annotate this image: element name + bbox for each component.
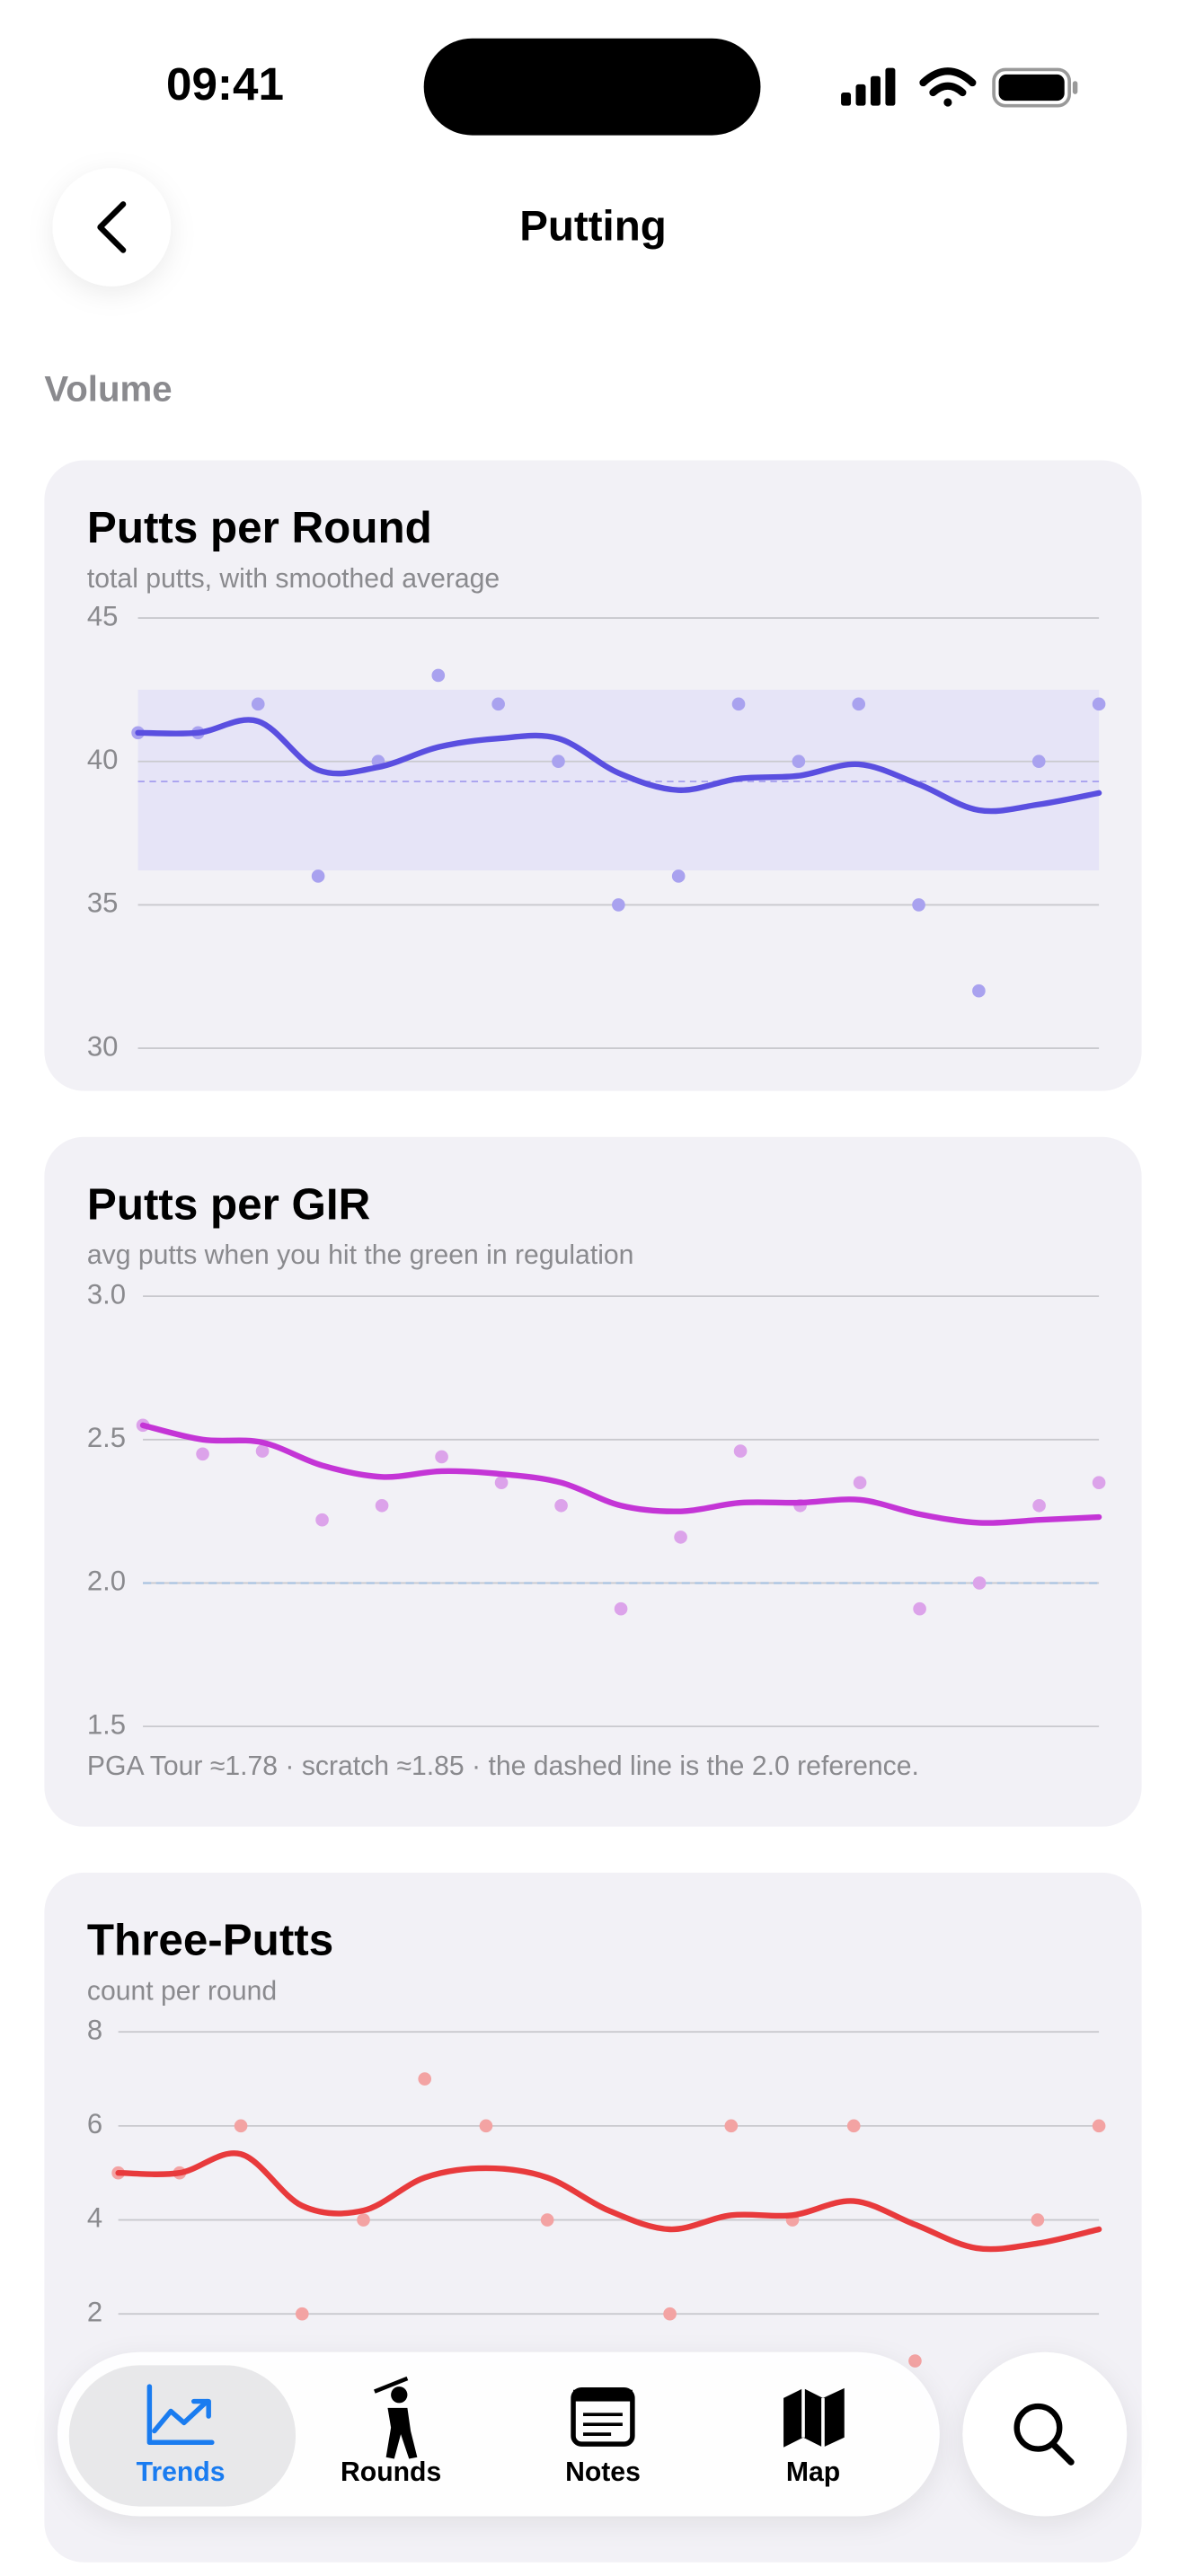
y-tick-label: 2.5	[87, 1422, 126, 1453]
data-point	[315, 1513, 329, 1527]
y-tick-label: 30	[87, 1030, 119, 1062]
tab-label[interactable]: Trends	[137, 2457, 226, 2487]
battery-icon	[992, 67, 1078, 108]
data-point	[234, 2119, 248, 2133]
tab-label[interactable]: Map	[786, 2457, 840, 2487]
data-point	[663, 2307, 677, 2321]
signal-icon	[841, 67, 896, 106]
data-point	[375, 1498, 389, 1513]
y-tick-label: 2.0	[87, 1566, 126, 1597]
tab-bar: Trends Rounds Notes Map	[57, 2351, 1128, 2517]
chart-title: Three-Putts	[87, 1916, 333, 1965]
data-point	[311, 869, 325, 883]
wifi-icon	[919, 67, 977, 107]
data-point	[1092, 2119, 1106, 2133]
data-point	[357, 2213, 370, 2227]
data-point	[671, 869, 686, 883]
data-point	[491, 697, 505, 711]
data-point	[908, 2354, 922, 2368]
data-point	[540, 2213, 554, 2227]
search-icon	[1013, 2403, 1063, 2452]
data-point	[295, 2307, 309, 2321]
section-title: Volume	[44, 368, 172, 409]
map-icon-folds	[801, 2387, 825, 2448]
y-tick-label: 1.5	[87, 1708, 126, 1740]
cards: Putts per Round total putts, with smoothe…	[44, 460, 1142, 2563]
data-point	[255, 1444, 270, 1458]
data-point	[972, 984, 986, 998]
clock: 09:41	[166, 58, 284, 110]
chart-title: Putts per GIR	[87, 1179, 370, 1229]
y-tick-label: 40	[87, 744, 119, 775]
map-icon	[783, 2387, 845, 2448]
y-tick-label: 3.0	[87, 1278, 126, 1310]
tab-label[interactable]: Rounds	[341, 2457, 441, 2487]
y-tick-label: 45	[87, 600, 119, 631]
data-point	[554, 1498, 568, 1513]
y-tick-label: 35	[87, 887, 119, 919]
chart-note: PGA Tour ≈1.78 · scratch ≈1.85 · the das…	[87, 1751, 919, 1781]
data-point	[196, 1447, 209, 1461]
data-point	[912, 898, 925, 912]
tab-label[interactable]: Notes	[565, 2457, 641, 2487]
chart-card: Putts per GIR avg putts when you hit the …	[44, 1136, 1142, 1827]
data-point	[431, 668, 446, 683]
back-chevron	[97, 201, 127, 253]
y-tick-label: 2	[87, 2296, 102, 2327]
data-point	[494, 1476, 509, 1490]
y-tick-label: 6	[87, 2108, 102, 2139]
data-point	[612, 898, 625, 912]
back-button[interactable]	[52, 168, 172, 287]
trend-line	[135, 717, 1102, 815]
data-point	[1031, 754, 1046, 769]
data-point	[1032, 1498, 1046, 1513]
data-point	[1031, 2213, 1045, 2227]
trend-line	[115, 2150, 1102, 2253]
y-tick-label: 4	[87, 2202, 102, 2234]
data-point	[972, 1576, 987, 1590]
nav-title: Putting	[519, 202, 667, 250]
chart-subtitle: count per round	[87, 1976, 277, 2006]
data-point	[792, 754, 806, 769]
data-point	[614, 1601, 628, 1616]
data-point	[913, 1601, 926, 1616]
data-point	[418, 2072, 432, 2086]
chart-title: Putts per Round	[87, 503, 432, 552]
rounds-icon	[373, 2376, 418, 2459]
data-point	[724, 2119, 739, 2133]
data-point	[853, 1476, 867, 1490]
y-tick-label: 8	[87, 2014, 102, 2045]
search-button[interactable]	[962, 2351, 1128, 2517]
chart-subtitle: avg putts when you hit the green in regu…	[87, 1240, 634, 1270]
active-tab-highlight	[68, 2365, 296, 2507]
dynamic-island	[423, 38, 761, 136]
trend-line	[139, 1422, 1102, 1526]
data-point	[733, 1444, 748, 1458]
data-point	[1092, 697, 1106, 711]
data-point	[1092, 1476, 1106, 1490]
chart-card: Putts per Round total putts, with smoothe…	[44, 460, 1142, 1091]
search-icon-handle	[1049, 2440, 1075, 2466]
notes-icon	[571, 2387, 635, 2447]
data-point	[674, 1531, 687, 1544]
data-point	[731, 697, 746, 711]
data-point	[251, 697, 265, 711]
data-point	[479, 2119, 493, 2133]
card-background	[44, 1136, 1142, 1827]
data-point	[852, 697, 866, 711]
chart-subtitle: total putts, with smoothed average	[87, 564, 500, 594]
data-point	[435, 1450, 448, 1464]
data-point	[552, 754, 565, 769]
trends-icon	[146, 2384, 215, 2446]
data-point	[846, 2119, 861, 2133]
range-band	[137, 689, 1100, 871]
